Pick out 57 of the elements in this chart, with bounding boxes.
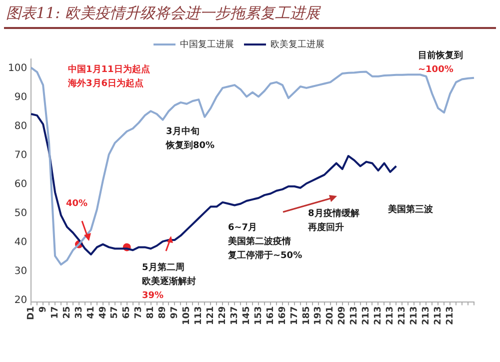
x-tick-label: 169	[278, 306, 288, 326]
x-tick-label: 153	[254, 306, 264, 326]
y-tick-label: 30	[14, 266, 28, 277]
x-tick-label: 213	[362, 306, 372, 326]
annotation: 40%	[66, 199, 88, 209]
y-tick-label: 90	[14, 92, 28, 104]
x-tick-label: 145	[242, 306, 252, 326]
annotation: 3月中旬恢复到80%	[165, 126, 215, 151]
x-tick-label: 113	[194, 306, 204, 326]
chart-title: 图表11: 欧美疫情升级将会进一步拖累复工进展	[6, 4, 320, 23]
annotation: 目前恢复到 ~100%	[418, 50, 463, 75]
y-tick-label: 40	[14, 236, 28, 248]
x-tick-label: 89	[158, 306, 168, 319]
x-tick-label: 213	[421, 306, 432, 326]
x-tick-label: 185	[302, 306, 312, 326]
annotation: 39%	[142, 291, 164, 301]
y-tick-label: 70	[14, 150, 28, 162]
legend-label: 中国复工进展	[180, 38, 234, 50]
y-tick-label: 60	[14, 178, 28, 190]
legend-label: 欧美复工进展	[270, 38, 324, 50]
x-tick-label: 9	[38, 306, 48, 312]
x-tick-label: 213	[398, 306, 408, 326]
x-tick-label: 209	[338, 306, 348, 326]
x-tick-label: 97	[170, 306, 180, 319]
x-tick-label: 41	[86, 306, 96, 319]
y-tick-label: 100	[8, 63, 28, 74]
y-tick-label: 20	[14, 294, 28, 306]
annotation: 中国1月11日为起点海外3月6日为起点	[67, 64, 150, 89]
x-tick-label: 213	[374, 306, 384, 326]
x-tick-label: 57	[110, 306, 120, 319]
annotation: 美国第三波	[387, 204, 434, 215]
x-tick-label: 201	[326, 306, 336, 326]
annotation: 5月第二周欧美逐渐解封	[142, 262, 196, 287]
x-tick-label: 73	[134, 306, 144, 319]
x-tick-label: 161	[266, 306, 276, 326]
x-tick-label: 213	[350, 306, 360, 326]
x-tick-label: 81	[146, 306, 156, 319]
x-tick-label: 213	[409, 306, 420, 326]
x-tick-label: 213	[445, 306, 456, 326]
y-tick-label: 50	[14, 208, 28, 219]
annotation: 6~7月美国第二波疫情复工停滞于~50%	[227, 222, 302, 261]
y-tick-label: 80	[14, 121, 28, 132]
x-tick-label: 105	[182, 306, 192, 326]
x-tick-label: 177	[290, 306, 300, 326]
x-tick-label: 213	[386, 306, 396, 326]
x-tick-label: 17	[50, 306, 60, 319]
x-tick-label: 137	[230, 306, 240, 326]
x-tick-label: 49	[98, 306, 108, 319]
x-tick-label: 213	[433, 306, 444, 326]
x-tick-label: D1	[26, 306, 36, 320]
x-tick-label: 193	[314, 306, 324, 326]
annotation: 8月疫情缓解再度回升	[307, 208, 360, 233]
x-tick-label: 121	[206, 306, 216, 326]
x-tick-label: 25	[62, 306, 72, 319]
x-tick-label: 65	[122, 306, 132, 319]
x-tick-label: 33	[74, 306, 84, 319]
x-tick-label: 129	[218, 306, 228, 326]
